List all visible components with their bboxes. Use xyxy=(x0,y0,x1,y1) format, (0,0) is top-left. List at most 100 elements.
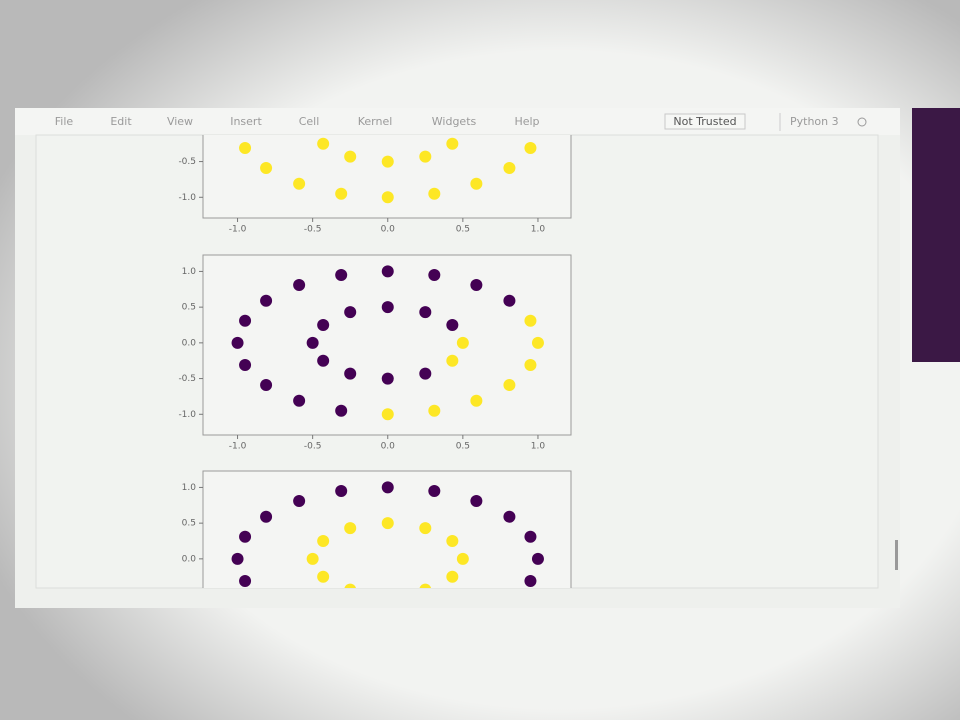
menu-item[interactable]: Cell xyxy=(299,115,320,128)
point xyxy=(335,404,348,417)
point xyxy=(293,62,305,74)
point xyxy=(239,530,252,543)
point xyxy=(335,269,348,281)
menu-item[interactable]: View xyxy=(167,115,193,128)
point xyxy=(344,306,357,319)
point xyxy=(531,552,544,565)
point xyxy=(293,495,306,507)
point xyxy=(382,84,394,96)
point xyxy=(428,404,441,417)
point xyxy=(428,52,440,64)
y-tick-label: 1.0 xyxy=(182,483,197,493)
point xyxy=(446,137,459,150)
menu-item[interactable]: File xyxy=(55,115,74,128)
point xyxy=(419,583,432,588)
point xyxy=(470,611,482,623)
point xyxy=(524,575,537,587)
point xyxy=(344,522,357,535)
plot-frame xyxy=(202,254,572,436)
point xyxy=(428,269,441,281)
point xyxy=(456,336,469,349)
y-tick-label: 0.5 xyxy=(182,303,196,313)
point xyxy=(335,485,348,497)
point xyxy=(524,142,537,154)
point xyxy=(317,319,330,331)
x-tick-label: -1.0 xyxy=(229,225,247,235)
point xyxy=(503,294,516,307)
y-tick-label: -0.5 xyxy=(178,157,196,167)
point xyxy=(381,517,394,530)
y-tick-label: 0.5 xyxy=(182,86,196,96)
point xyxy=(239,359,252,371)
point xyxy=(335,621,347,633)
menu-item[interactable]: Widgets xyxy=(432,115,477,128)
point xyxy=(470,279,483,291)
point xyxy=(503,78,515,90)
point xyxy=(293,279,306,291)
x-tick-label: -0.5 xyxy=(304,225,322,235)
point xyxy=(456,552,469,565)
x-tick-label: 0.0 xyxy=(381,225,396,235)
point xyxy=(419,89,431,101)
point xyxy=(446,319,459,331)
point xyxy=(524,314,537,327)
point xyxy=(239,314,252,327)
scrollbar xyxy=(895,540,898,570)
x-tick-label: 0.5 xyxy=(456,225,470,235)
point xyxy=(381,408,394,421)
x-tick-label: -1.0 xyxy=(229,442,247,452)
menu-item[interactable]: Kernel xyxy=(358,115,393,128)
point xyxy=(344,367,357,380)
output-area: -1.0 -0.5 0.0 0.5 1.0 -1.0 -0.5 0.0 0.5 1.0 -1.0 -0… xyxy=(178,48,572,668)
point xyxy=(317,570,330,583)
point xyxy=(260,78,272,90)
point xyxy=(306,336,319,349)
point xyxy=(419,367,432,380)
point xyxy=(470,62,482,74)
point xyxy=(470,394,483,407)
x-tick-label: -0.5 xyxy=(304,658,322,668)
point xyxy=(524,530,537,543)
point xyxy=(524,98,536,110)
y-tick-label: -1.0 xyxy=(178,410,196,420)
point xyxy=(381,155,394,168)
point xyxy=(260,294,273,307)
point xyxy=(419,306,432,319)
point xyxy=(260,510,273,523)
point xyxy=(260,379,273,391)
trust-box[interactable] xyxy=(664,113,746,130)
point xyxy=(231,552,244,565)
x-tick-label: -0.5 xyxy=(304,442,322,452)
point xyxy=(293,394,306,407)
point xyxy=(503,162,516,174)
y-tick-label: 1.0 xyxy=(182,267,197,277)
point xyxy=(335,52,347,64)
x-tick-label: 1.0 xyxy=(531,442,546,452)
y-tick-label: 0.0 xyxy=(182,338,197,348)
trust-indicator[interactable]: Not Trusted xyxy=(673,115,736,128)
kernel-name: Python 3 xyxy=(790,115,839,128)
point xyxy=(524,359,537,371)
point xyxy=(344,89,356,101)
point xyxy=(428,187,441,200)
point xyxy=(446,354,459,367)
point xyxy=(260,162,273,174)
point xyxy=(382,48,394,60)
menu-item[interactable]: Help xyxy=(514,115,539,128)
point xyxy=(344,150,357,163)
side-panel xyxy=(912,108,960,362)
point xyxy=(335,187,348,200)
point xyxy=(428,621,440,633)
x-tick-label: 0.0 xyxy=(381,442,396,452)
point xyxy=(344,583,356,588)
x-tick-label: 0.0 xyxy=(381,658,396,668)
x-tick-label: 0.5 xyxy=(456,442,470,452)
point xyxy=(381,265,394,278)
point xyxy=(419,522,432,535)
x-tick-label: 0.5 xyxy=(456,658,470,668)
point xyxy=(382,624,394,636)
menu-item[interactable]: Edit xyxy=(110,115,132,128)
x-tick-label: 1.0 xyxy=(531,658,546,668)
menu-item[interactable]: Insert xyxy=(230,115,262,128)
